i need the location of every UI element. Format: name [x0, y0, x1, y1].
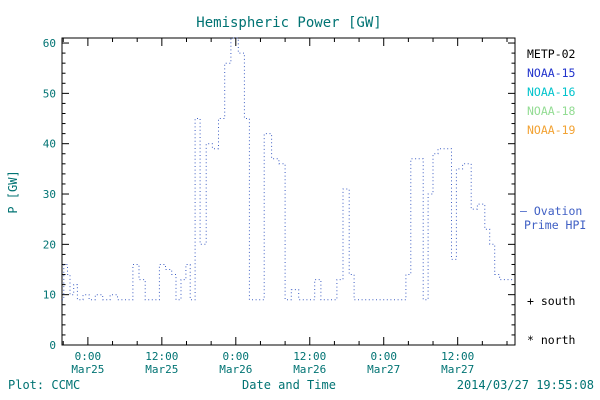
- plot-area: 01020304050600:00Mar2512:00Mar250:00Mar2…: [43, 37, 516, 376]
- x-axis-label: Date and Time: [242, 378, 336, 392]
- y-tick-label: 50: [43, 87, 56, 100]
- y-tick-label: 10: [43, 289, 56, 302]
- x-tick-time-label: 0:00: [223, 350, 250, 363]
- x-tick-time-label: 0:00: [75, 350, 102, 363]
- legend-north-marker: * north: [527, 333, 575, 347]
- legend-satellite-label: NOAA-18: [527, 104, 576, 118]
- legend-ovation-line1: – Ovation: [520, 204, 582, 218]
- x-tick-date-label: Mar27: [441, 363, 474, 376]
- legend-south-marker: + south: [527, 294, 575, 308]
- y-axis-label: P [GW]: [6, 170, 20, 213]
- legend-satellite-label: NOAA-16: [527, 85, 576, 99]
- x-tick-date-label: Mar26: [219, 363, 252, 376]
- legend-satellite-label: METP-02: [527, 47, 575, 61]
- timestamp: 2014/03/27 19:55:08: [457, 378, 594, 392]
- x-tick-time-label: 12:00: [145, 350, 178, 363]
- x-tick-date-label: Mar26: [293, 363, 326, 376]
- legend-satellite-label: NOAA-19: [527, 123, 576, 137]
- legend-satellites: METP-02 NOAA-15 NOAA-16 NOAA-18 NOAA-19: [527, 47, 576, 137]
- hpi-step-line: [62, 37, 514, 301]
- y-tick-label: 0: [49, 339, 56, 352]
- x-tick-time-label: 12:00: [293, 350, 326, 363]
- legend-ovation-line2: Prime HPI: [524, 218, 586, 232]
- x-tick-time-label: 0:00: [370, 350, 397, 363]
- y-tick-label: 20: [43, 238, 56, 251]
- x-tick-date-label: Mar27: [367, 363, 400, 376]
- y-tick-label: 60: [43, 37, 56, 50]
- x-tick-time-label: 12:00: [441, 350, 474, 363]
- plot-credit: Plot: CCMC: [8, 378, 80, 392]
- x-tick-date-label: Mar25: [71, 363, 104, 376]
- y-tick-label: 30: [43, 188, 56, 201]
- legend-satellite-label: NOAA-15: [527, 66, 575, 80]
- axes-frame: [61, 37, 516, 346]
- x-tick-date-label: Mar25: [145, 363, 178, 376]
- y-tick-label: 40: [43, 138, 56, 151]
- chart-title: Hemispheric Power [GW]: [196, 15, 381, 31]
